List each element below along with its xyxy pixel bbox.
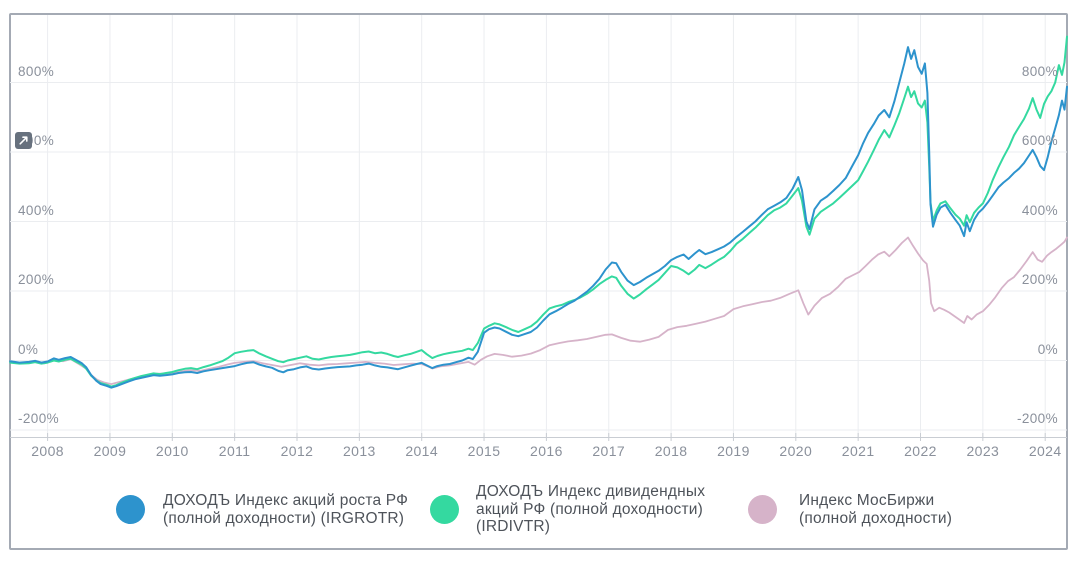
series-line-2[interactable] [9, 236, 1068, 385]
chart-card [9, 13, 1068, 550]
legend-label-irgrotr-line2: (полной доходности) (IRGROTR) [163, 509, 405, 527]
legend-label-irdivtr-line1: ДОХОДЪ Индекс дивидендных [476, 483, 706, 500]
legend-label-irgrotr: ДОХОДЪ Индекс акций роста РФ (полной дох… [163, 492, 408, 527]
legend-label-moex-line1: Индекс МосБиржи [799, 492, 935, 509]
legend-label-irdivtr: ДОХОДЪ Индекс дивидендных акций РФ (полн… [476, 483, 705, 536]
legend-label-moex: Индекс МосБиржи (полной доходности) [799, 492, 952, 527]
legend-item-irgrotr[interactable]: ДОХОДЪ Индекс акций роста РФ (полной дох… [116, 492, 408, 527]
legend-dot-moex [748, 495, 777, 524]
legend-dot-irdivtr [430, 495, 459, 524]
legend-label-irdivtr-line2: акций РФ (полной доходности) [476, 500, 704, 518]
legend-item-moex[interactable]: Индекс МосБиржи (полной доходности) [748, 492, 952, 527]
axis-expand-icon[interactable] [15, 132, 32, 149]
legend-label-moex-line2: (полной доходности) [799, 509, 953, 527]
legend-label-irgrotr-line1: ДОХОДЪ Индекс акций роста РФ [163, 492, 409, 509]
legend-item-irdivtr[interactable]: ДОХОДЪ Индекс дивидендных акций РФ (полн… [430, 483, 705, 536]
legend-label-irdivtr-line3: (IRDIVTR) [476, 518, 551, 535]
legend-dot-irgrotr [116, 495, 145, 524]
series-line-0[interactable] [9, 46, 1068, 389]
